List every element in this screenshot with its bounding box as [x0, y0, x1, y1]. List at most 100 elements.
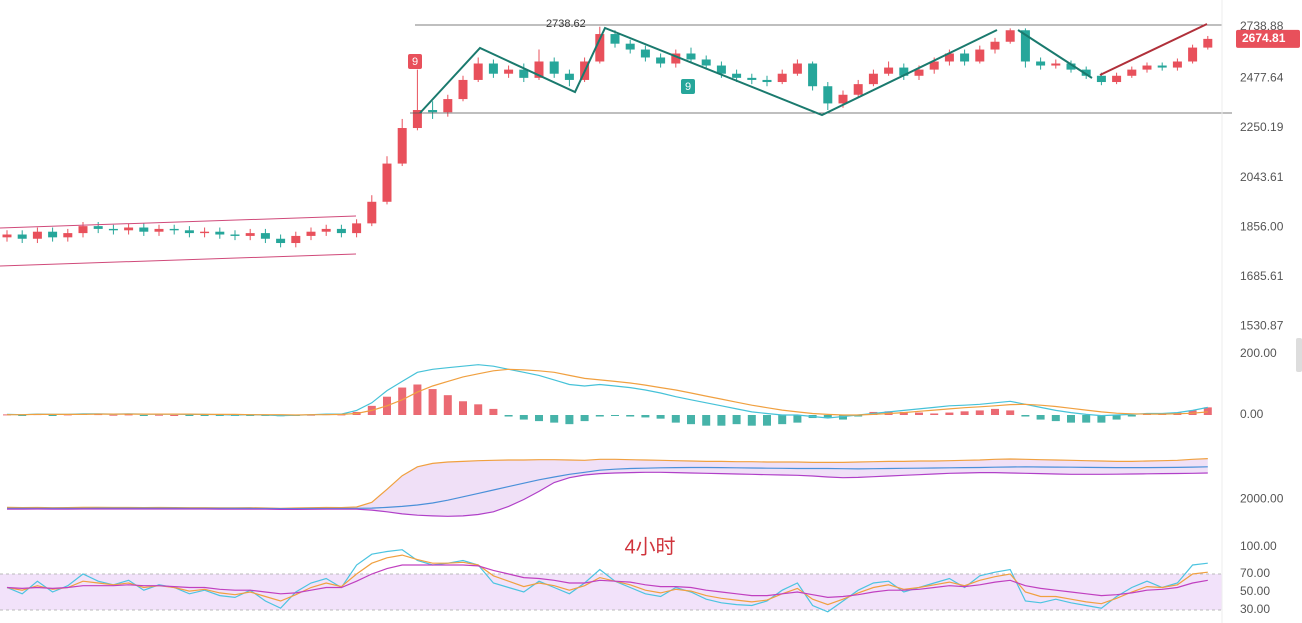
candle-body — [245, 233, 255, 236]
candle-body — [291, 235, 301, 244]
macd-bar — [991, 408, 999, 415]
macd-bar — [1051, 415, 1060, 422]
macd-bar — [413, 384, 422, 415]
macd-bar — [504, 415, 513, 417]
candle-body — [868, 73, 878, 85]
candle-body — [17, 234, 27, 239]
candle-body — [1157, 65, 1167, 68]
candle-body — [458, 79, 468, 100]
candle-body — [625, 43, 635, 50]
high-label: 2738.62 — [546, 18, 586, 30]
candle-body — [1127, 69, 1137, 76]
candle-body — [412, 110, 422, 129]
macd-bar — [595, 415, 604, 417]
macd-bar — [641, 415, 650, 418]
y-tick-label: 50.00 — [1240, 584, 1270, 598]
candle-body — [352, 223, 362, 234]
candle-body — [564, 73, 574, 80]
candle-body — [124, 227, 134, 231]
macd-bar — [535, 415, 543, 422]
y-tick-label: 30.00 — [1240, 602, 1270, 616]
macd-bar — [489, 408, 498, 415]
macd-bar — [1082, 415, 1091, 423]
macd-bar — [1006, 410, 1015, 415]
macd-bar — [793, 415, 802, 423]
candle-body — [1203, 38, 1213, 48]
macd-bar — [1036, 415, 1045, 420]
candle-body — [397, 128, 407, 164]
candle-body — [93, 226, 103, 229]
candle-body — [975, 49, 985, 62]
signal-badge — [408, 54, 422, 69]
candle-body — [306, 231, 316, 236]
signal-label: 9 — [685, 81, 691, 93]
candle-body — [367, 201, 377, 224]
indicator-line — [6, 554, 1208, 606]
macd-bar — [763, 415, 771, 426]
candle-body — [519, 69, 529, 78]
macd-bar — [459, 401, 467, 415]
candle-body — [899, 67, 909, 76]
candle-body — [382, 163, 392, 202]
candle-body — [1112, 75, 1122, 83]
macd-bar — [428, 389, 437, 415]
candle-body — [823, 86, 833, 104]
macd-bar — [215, 415, 224, 416]
macd-bar — [185, 415, 194, 416]
y-tick-label: 2477.64 — [1240, 71, 1284, 85]
candle-body — [929, 61, 939, 70]
candle-body — [792, 63, 802, 74]
candle-body — [78, 226, 88, 234]
macd-bar — [732, 415, 741, 425]
macd-bar — [717, 415, 726, 426]
candle-body — [276, 238, 286, 244]
candle-body — [428, 110, 438, 113]
candle-body — [260, 233, 270, 239]
macd-bar — [656, 415, 665, 419]
candle-body — [504, 69, 514, 74]
candle-body — [321, 228, 331, 232]
macd-bar — [854, 415, 863, 417]
price-tag-label: 2674.81 — [1242, 31, 1286, 45]
macd-bar — [1203, 407, 1212, 415]
macd-bar — [18, 415, 27, 416]
macd-bar — [702, 415, 711, 426]
channel-line — [0, 215, 357, 229]
macd-bar — [823, 415, 832, 418]
macd-bar — [930, 413, 939, 415]
macd-bar — [1067, 415, 1075, 423]
y-tick-label: 1685.61 — [1240, 269, 1284, 283]
candle-body — [1066, 63, 1076, 70]
macd-bar — [975, 410, 984, 415]
y-tick-label: 1856.00 — [1240, 219, 1284, 233]
macd-bar — [915, 412, 923, 415]
y-tick-label: 200.00 — [1240, 346, 1277, 360]
macd-bar — [1112, 415, 1121, 420]
candle-body — [549, 61, 559, 74]
signal-badge — [681, 79, 695, 94]
candle-body — [1188, 47, 1198, 62]
macd-bar — [48, 415, 57, 416]
candle-body — [990, 41, 1000, 50]
macd-bar — [960, 411, 969, 415]
candle-body — [534, 61, 544, 78]
indicator-line — [7, 471, 1208, 517]
indicator-line — [6, 364, 1208, 419]
candle-body — [154, 228, 164, 232]
macd-bar — [565, 415, 574, 425]
macd-bar — [474, 404, 483, 415]
macd-bar — [550, 415, 559, 423]
macd-bar — [839, 415, 847, 420]
candle-body — [686, 53, 696, 60]
candle-body — [777, 73, 787, 83]
trend-arrows — [419, 26, 998, 117]
candle-body — [1020, 30, 1030, 62]
candle-body — [2, 234, 12, 238]
macd-bar — [1021, 415, 1030, 417]
macd-bar — [170, 415, 179, 416]
macd-bar — [671, 415, 680, 423]
candle-body — [63, 233, 73, 238]
macd-bar — [778, 415, 787, 425]
